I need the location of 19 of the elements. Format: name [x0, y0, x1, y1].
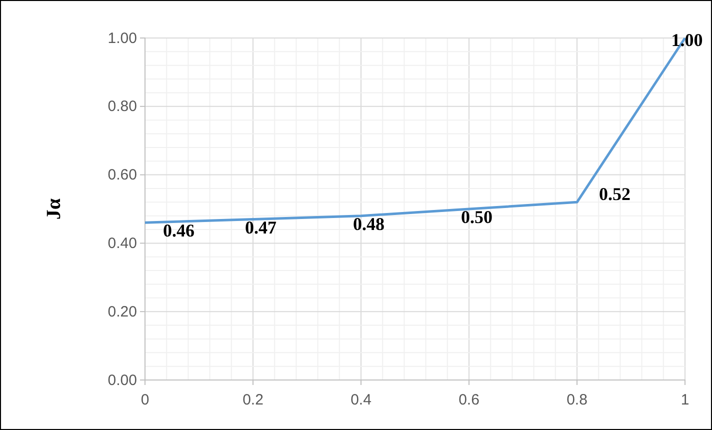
y-tick-label: 0.40 [108, 235, 137, 252]
data-label: 0.50 [461, 207, 492, 227]
x-tick-label: 0.2 [242, 392, 264, 408]
y-tick-label: 1.00 [108, 30, 137, 47]
data-label: 0.46 [163, 220, 194, 241]
x-tick-label: 1 [680, 392, 690, 408]
y-tick-label: 0.20 [108, 303, 137, 320]
y-tick-label: 0.80 [108, 98, 137, 116]
x-tick-label: 0.4 [350, 392, 372, 408]
y-tick-label: 0.60 [108, 166, 137, 184]
x-tick-label: 0.8 [566, 392, 588, 408]
x-tick-label: 0 [140, 392, 150, 408]
y-tick-label: 0.00 [108, 372, 137, 389]
data-label: 0.52 [599, 184, 630, 204]
data-label: 1.00 [671, 30, 703, 50]
y-axis-title: Jα [43, 198, 65, 220]
data-label: 0.47 [245, 217, 276, 238]
data-label: 0.48 [353, 214, 384, 234]
x-tick-label: 0.6 [458, 392, 480, 408]
